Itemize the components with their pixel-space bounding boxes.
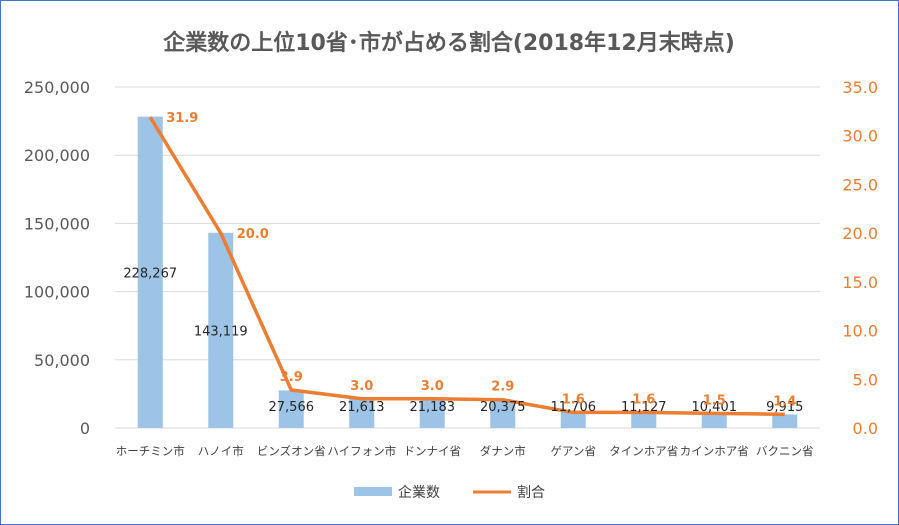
right-tick-label: 0.0 [853,419,878,438]
bar-data-label: 21,613 [339,400,385,415]
category-label: ハイフォン市 [327,444,396,458]
bar-data-label: 20,375 [480,400,526,415]
left-tick-label: 200,000 [24,146,90,165]
bar [208,232,234,428]
bar-data-label: 21,183 [410,400,456,415]
category-label: ホーチミン市 [116,444,185,458]
right-tick-label: 25.0 [842,175,878,194]
category-label: ゲアン省 [550,444,596,458]
bar [772,414,798,428]
category-label: ドンナイ省 [404,444,462,458]
bar [631,412,657,428]
bar [137,116,163,429]
right-tick-label: 20.0 [842,224,878,243]
left-tick-label: 50,000 [34,351,90,370]
bar-data-label: 228,267 [123,266,177,281]
category-label: タインホア省 [609,444,678,458]
line-data-label: 1.6 [632,392,655,407]
right-tick-label: 35.0 [842,78,878,97]
bar [349,398,375,428]
category-label: カインホア省 [680,444,749,458]
bar-data-label: 11,706 [551,400,597,415]
line-data-label: 20.0 [237,227,269,242]
right-tick-label: 30.0 [842,127,878,146]
category-label: ダナン市 [480,444,526,458]
legend-label-bar: 企業数 [398,484,440,501]
left-tick-label: 100,000 [24,283,90,302]
right-tick-label: 15.0 [842,273,878,292]
left-tick-label: 0 [80,419,90,438]
bar [490,400,516,428]
line-data-label: 3.0 [350,379,373,394]
legend: 企業数 割合 [354,484,545,501]
left-tick-label: 250,000 [24,78,90,97]
bar-data-label: 143,119 [194,324,248,339]
right-tick-label: 5.0 [853,370,878,389]
line-data-label: 31.9 [166,111,198,126]
category-label: ハノイ市 [198,444,244,458]
bar-data-label: 9,915 [766,400,803,415]
line-data-label: 2.9 [491,380,514,395]
category-label: ビンズオン省 [257,444,326,458]
left-tick-label: 150,000 [24,214,90,233]
legend-label-line: 割合 [517,484,545,501]
bar [560,412,586,428]
bar [701,413,727,428]
line-data-label: 1.5 [703,393,726,408]
line-data-label: 1.6 [562,392,585,407]
bar [278,390,304,428]
line-data-label: 3.0 [421,379,444,394]
line-data-label: 1.4 [773,394,796,409]
right-tick-label: 10.0 [842,322,878,341]
bar-data-label: 11,127 [621,400,667,415]
bar [419,399,445,428]
chart-title: 企業数の上位10省･市が占める割合(2018年12月末時点) [162,30,735,56]
series-line [148,116,785,417]
category-label: バクニン省 [756,444,814,458]
bar-data-label: 27,566 [269,400,315,415]
bar-data-label: 10,401 [692,400,738,415]
line-data-label: 3.9 [280,370,303,385]
legend-swatch-bar [354,487,392,496]
